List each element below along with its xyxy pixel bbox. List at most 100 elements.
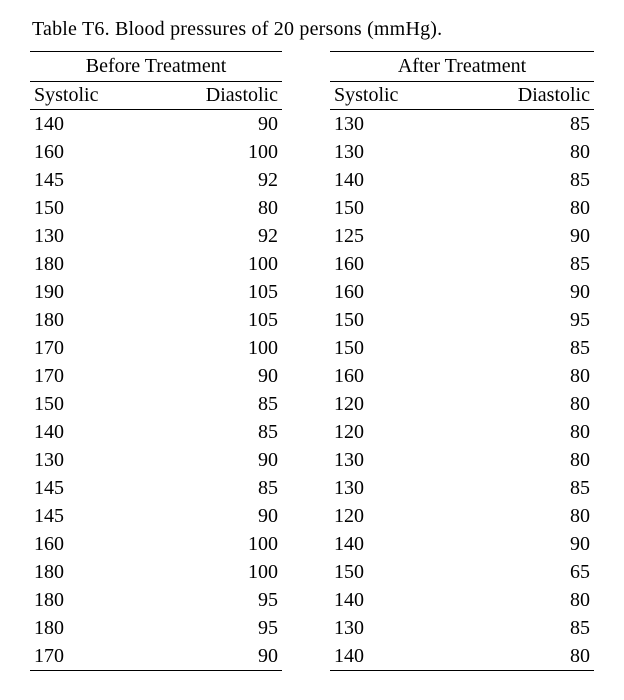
table-row: 180100 16085 [30,250,594,278]
table-row: 18010015065 [30,558,594,586]
cell-before-diastolic: 85 [150,390,282,418]
cell-gap [282,614,330,642]
cell-after-diastolic: 90 [462,530,594,558]
table-caption: Table T6. Blood pressures of 20 persons … [32,18,594,41]
table-row: 1459214085 [30,166,594,194]
header-gap [282,52,330,82]
cell-before-systolic: 170 [30,642,150,671]
cell-gap [282,306,330,334]
cell-after-systolic: 130 [330,614,462,642]
cell-after-diastolic: 85 [462,474,594,502]
table-row: 1309212590 [30,222,594,250]
cell-before-diastolic: 90 [150,362,282,390]
table-row: 1709016080 [30,362,594,390]
cell-after-systolic: 140 [330,166,462,194]
cell-before-diastolic: 80 [150,194,282,222]
cell-before-diastolic: 85 [150,474,282,502]
cell-before-diastolic: 100 [150,138,282,166]
cell-before-systolic: 170 [30,334,150,362]
cell-after-systolic: 120 [330,418,462,446]
cell-after-systolic: 130 [330,446,462,474]
cell-after-diastolic: 80 [462,586,594,614]
cell-after-systolic: 150 [330,194,462,222]
cell-before-systolic: 150 [30,194,150,222]
cell-after-systolic: 140 [330,530,462,558]
cell-before-systolic: 145 [30,166,150,194]
table-row: 18010515095 [30,306,594,334]
cell-after-diastolic: 80 [462,642,594,671]
cell-after-systolic: 150 [330,306,462,334]
table-row: 1508015080 [30,194,594,222]
cell-before-diastolic: 95 [150,614,282,642]
cell-before-systolic: 145 [30,474,150,502]
cell-after-systolic: 130 [330,474,462,502]
cell-before-diastolic: 92 [150,222,282,250]
cell-after-systolic: 125 [330,222,462,250]
cell-after-systolic: 130 [330,138,462,166]
cell-after-diastolic: 80 [462,138,594,166]
cell-before-diastolic: 100 [150,530,282,558]
cell-after-diastolic: 80 [462,390,594,418]
cell-gap [282,474,330,502]
cell-after-diastolic: 95 [462,306,594,334]
cell-after-diastolic: 85 [462,110,594,139]
subhead-after-diastolic: Diastolic [462,82,594,110]
cell-gap [282,446,330,474]
cell-before-systolic: 170 [30,362,150,390]
cell-before-systolic: 160 [30,138,150,166]
cell-gap [282,222,330,250]
table-row: 18095 14080 [30,586,594,614]
cell-after-systolic: 130 [330,110,462,139]
cell-before-systolic: 180 [30,558,150,586]
subhead-before-diastolic: Diastolic [150,82,282,110]
cell-before-systolic: 140 [30,418,150,446]
cell-gap [282,586,330,614]
cell-before-systolic: 145 [30,502,150,530]
group-header-after: After Treatment [330,52,594,82]
cell-gap [282,558,330,586]
table-row: 17010015085 [30,334,594,362]
cell-before-systolic: 190 [30,278,150,306]
cell-after-systolic: 160 [330,250,462,278]
cell-gap [282,642,330,671]
cell-before-diastolic: 105 [150,278,282,306]
cell-gap [282,138,330,166]
cell-before-diastolic: 85 [150,418,282,446]
cell-gap [282,530,330,558]
subhead-before-systolic: Systolic [30,82,150,110]
cell-after-diastolic: 80 [462,362,594,390]
cell-after-systolic: 120 [330,390,462,418]
table-body: 1409013085160100130801459214085150801508… [30,110,594,671]
cell-before-systolic: 180 [30,250,150,278]
cell-before-systolic: 180 [30,306,150,334]
cell-after-diastolic: 85 [462,250,594,278]
cell-gap [282,502,330,530]
cell-after-diastolic: 90 [462,278,594,306]
cell-before-diastolic: 95 [150,586,282,614]
cell-after-systolic: 120 [330,502,462,530]
subhead-gap [282,82,330,110]
cell-before-systolic: 180 [30,586,150,614]
table-row: 1309013080 [30,446,594,474]
cell-before-systolic: 130 [30,446,150,474]
cell-before-diastolic: 90 [150,642,282,671]
cell-after-systolic: 140 [330,586,462,614]
cell-before-systolic: 140 [30,110,150,139]
cell-before-diastolic: 100 [150,558,282,586]
table-row: 15085 12080 [30,390,594,418]
table-row: 19010516090 [30,278,594,306]
cell-after-systolic: 150 [330,334,462,362]
cell-after-systolic: 140 [330,642,462,671]
cell-before-diastolic: 92 [150,166,282,194]
group-header-before: Before Treatment [30,52,282,82]
cell-after-diastolic: 65 [462,558,594,586]
cell-gap [282,334,330,362]
cell-before-diastolic: 90 [150,502,282,530]
table-row: 17090 14080 [30,642,594,671]
cell-gap [282,166,330,194]
cell-before-systolic: 150 [30,390,150,418]
cell-before-diastolic: 100 [150,250,282,278]
cell-after-diastolic: 80 [462,194,594,222]
cell-after-diastolic: 80 [462,446,594,474]
table-row: 1459012080 [30,502,594,530]
